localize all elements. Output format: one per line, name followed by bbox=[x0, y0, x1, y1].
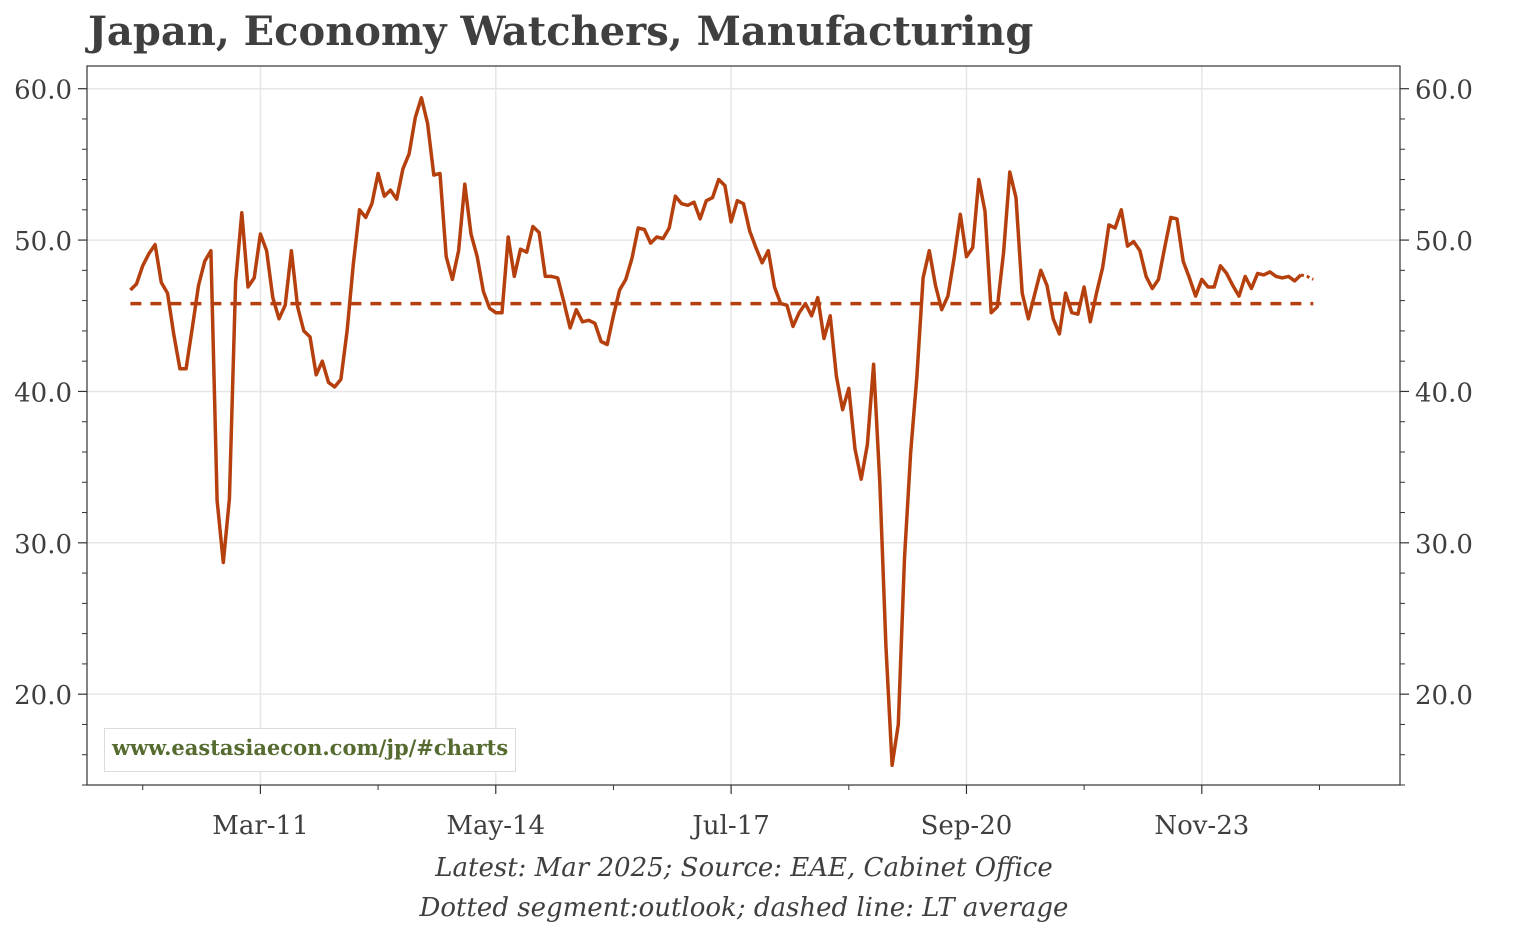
y-tick-label-left: 30.0 bbox=[14, 530, 72, 560]
x-tick-label: Nov-23 bbox=[1154, 811, 1249, 841]
x-tick-label: Mar-11 bbox=[212, 811, 308, 841]
y-tick-label-left: 50.0 bbox=[14, 227, 72, 257]
watermark-link[interactable]: www.eastasiaecon.com/jp/#charts bbox=[112, 735, 509, 760]
series-line bbox=[129, 96, 1303, 768]
y-tick-label-left: 20.0 bbox=[14, 681, 72, 711]
y-tick-label-left: 40.0 bbox=[14, 378, 72, 408]
y-tick-label-left: 60.0 bbox=[14, 76, 72, 106]
x-tick-label: Sep-20 bbox=[921, 811, 1013, 841]
legend-note: Dotted segment:outlook; dashed line: LT … bbox=[419, 893, 1069, 923]
y-tick-label-right: 40.0 bbox=[1415, 378, 1473, 408]
grid-lines bbox=[87, 66, 1400, 785]
plot-frame bbox=[86, 65, 1401, 786]
y-tick-label-right: 50.0 bbox=[1415, 227, 1473, 257]
y-tick-label-right: 20.0 bbox=[1415, 681, 1473, 711]
y-tick-label-right: 60.0 bbox=[1415, 76, 1473, 106]
watermark-box bbox=[104, 728, 516, 772]
x-tick-label: Jul-17 bbox=[689, 811, 769, 841]
series-group bbox=[129, 96, 1314, 768]
outlook-line bbox=[1300, 273, 1314, 281]
y-tick-label-right: 30.0 bbox=[1415, 530, 1473, 560]
source-note: Latest: Mar 2025; Source: EAE, Cabinet O… bbox=[435, 853, 1053, 883]
chart-title: Japan, Economy Watchers, Manufacturing bbox=[88, 8, 1034, 55]
axis-ticks: 20.0 20.0 30.0 30.0 40.0 40.0 50.0 50.0 60.0 60.0… bbox=[14, 76, 1473, 841]
x-tick-label: May-14 bbox=[446, 811, 545, 841]
